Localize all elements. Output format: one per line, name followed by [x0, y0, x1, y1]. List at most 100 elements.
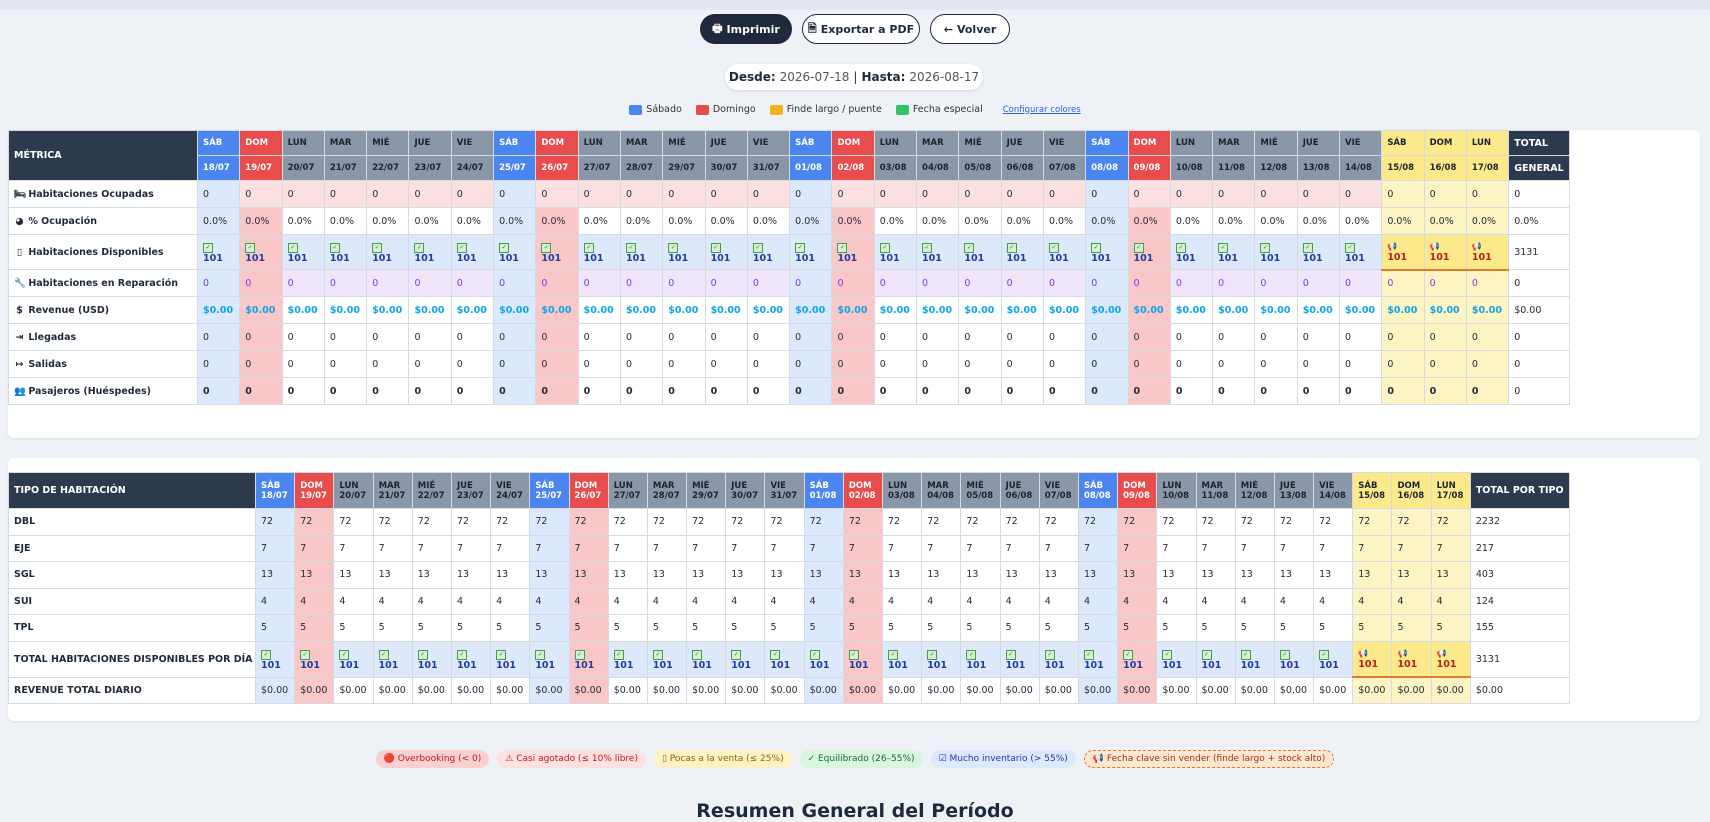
metric-cell: 0.0%: [535, 207, 579, 235]
room-day-header: VIE 24/07: [490, 472, 531, 509]
room-type-header: TIPO DE HABITACIÓN: [8, 472, 256, 509]
back-button[interactable]: ← Volver: [930, 14, 1010, 44]
check-box-icon: ✓: [378, 649, 389, 660]
day-header-dow: JUE: [408, 130, 452, 156]
check-box-icon: ✓: [541, 242, 552, 253]
room-day-header: LUN 10/08: [1156, 472, 1197, 509]
pie-chart-icon: ◕: [15, 215, 24, 227]
room-cell: $0.00: [1313, 676, 1354, 704]
room-cell: 13: [411, 561, 452, 589]
status-badge: ☑ Mucho inventario (> 55%): [930, 750, 1076, 768]
room-cell: $0.00: [1352, 676, 1393, 704]
metric-cell: 0: [662, 269, 706, 297]
room-cell: $0.00: [686, 676, 727, 704]
room-cell: $0.00: [881, 676, 923, 704]
room-total: 403: [1469, 561, 1570, 589]
room-cell: ✓ 101: [1077, 640, 1119, 678]
room-cell: 7: [254, 534, 296, 562]
room-cell: ✓ 101: [686, 640, 727, 678]
room-cell: 4: [1352, 587, 1393, 615]
room-day-header: MAR 28/07: [646, 472, 688, 509]
room-cell: $0.00: [294, 676, 335, 704]
metric-cell: 0: [1085, 323, 1129, 351]
metric-cell: 0: [408, 180, 452, 208]
check-box-icon: ✓: [927, 649, 938, 660]
room-cell: 4: [1038, 587, 1079, 615]
metric-label: 🛏 Habitaciones Ocupadas: [8, 180, 198, 208]
room-cell: 4: [1077, 587, 1119, 615]
room-cell: 5: [1234, 614, 1275, 642]
room-cell: 72: [1195, 508, 1236, 536]
metric-cell: 0: [1042, 377, 1087, 405]
metric-cell: ✓ 101: [493, 234, 537, 270]
metric-cell: 0: [1212, 377, 1256, 405]
metric-cell: $0.00: [1296, 296, 1341, 324]
metric-cell: 0: [1296, 323, 1341, 351]
room-cell: 13: [490, 561, 531, 589]
metric-cell: 0: [1127, 180, 1171, 208]
metric-cell: ✓ 101: [1127, 234, 1171, 270]
room-cell: 5: [1273, 614, 1315, 642]
metric-cell: $0.00: [239, 296, 283, 324]
metric-cell: 0: [1296, 377, 1341, 405]
check-box-icon: ✓: [496, 649, 507, 660]
metric-cell: ✓ 101: [408, 234, 452, 270]
room-cell: $0.00: [999, 676, 1040, 704]
print-button[interactable]: 🖶 Imprimir: [700, 14, 792, 44]
configure-colors-link[interactable]: Configurar colores: [1002, 104, 1081, 115]
metric-cell: 0.0%: [662, 207, 706, 235]
room-day-header: MAR 21/07: [372, 472, 413, 509]
metric-cell: 0: [1000, 269, 1044, 297]
metric-label: 🔧 Habitaciones en Reparación: [8, 269, 198, 297]
room-day-header: MIÉ 22/07: [411, 472, 452, 509]
metric-cell: 0: [1127, 350, 1171, 378]
export-pdf-button[interactable]: 🗎 Exportar a PDF: [802, 14, 920, 44]
room-cell: 7: [1430, 534, 1471, 562]
status-legend: 🔴 Overbooking (< 0) ⚠ Casi agotado (≤ 10%…: [0, 750, 1710, 768]
metric-cell: 0: [831, 350, 875, 378]
room-cell: 72: [1077, 508, 1119, 536]
day-header-dow: DOM: [831, 130, 875, 156]
check-box-icon: ✓: [888, 649, 898, 660]
room-cell: 4: [490, 587, 531, 615]
room-cell: 7: [921, 534, 962, 562]
metric-cell: 0: [1296, 269, 1341, 297]
metric-cell: 0: [1339, 180, 1383, 208]
room-cell: 13: [254, 561, 296, 589]
day-header-dow: JUE: [1296, 130, 1341, 156]
metric-cell: $0.00: [493, 296, 537, 324]
arrow-left-icon: ←: [943, 22, 953, 36]
room-cell: 5: [607, 614, 648, 642]
day-header-date: 01/08: [789, 155, 833, 181]
metric-cell: 0: [239, 323, 283, 351]
day-header-date: 10/08: [1169, 155, 1214, 181]
room-cell: ✓ 101: [333, 640, 374, 678]
room-cell: 7: [725, 534, 766, 562]
metric-cell: 0: [1085, 269, 1129, 297]
users-icon: 👥: [14, 385, 26, 397]
room-cell: 7: [607, 534, 648, 562]
metric-cell: 0: [196, 269, 241, 297]
room-type-label: TPL: [8, 614, 256, 642]
room-cell: $0.00: [1430, 676, 1471, 704]
metric-cell: $0.00: [1423, 296, 1467, 324]
metric-cell: 0: [196, 180, 241, 208]
metric-cell: 0: [1042, 350, 1087, 378]
metric-cell: $0.00: [1127, 296, 1171, 324]
room-cell: $0.00: [333, 676, 374, 704]
metric-cell: 0: [1000, 323, 1044, 351]
metric-cell: ✓ 101: [619, 234, 664, 270]
room-day-header: LUN 17/08: [1430, 472, 1471, 509]
check-box-icon: ✓: [1091, 242, 1102, 253]
room-cell: 4: [254, 587, 296, 615]
metric-cell: 0: [450, 323, 495, 351]
room-cell: 7: [1273, 534, 1315, 562]
check-box-icon: ✓: [1083, 649, 1094, 660]
room-cell: 13: [568, 561, 609, 589]
metric-cell: $0.00: [450, 296, 495, 324]
day-header-dow: VIE: [450, 130, 495, 156]
room-cell: 7: [764, 534, 805, 562]
metric-cell: $0.00: [1000, 296, 1044, 324]
room-cell: 13: [372, 561, 413, 589]
metric-cell: 0: [1169, 180, 1214, 208]
